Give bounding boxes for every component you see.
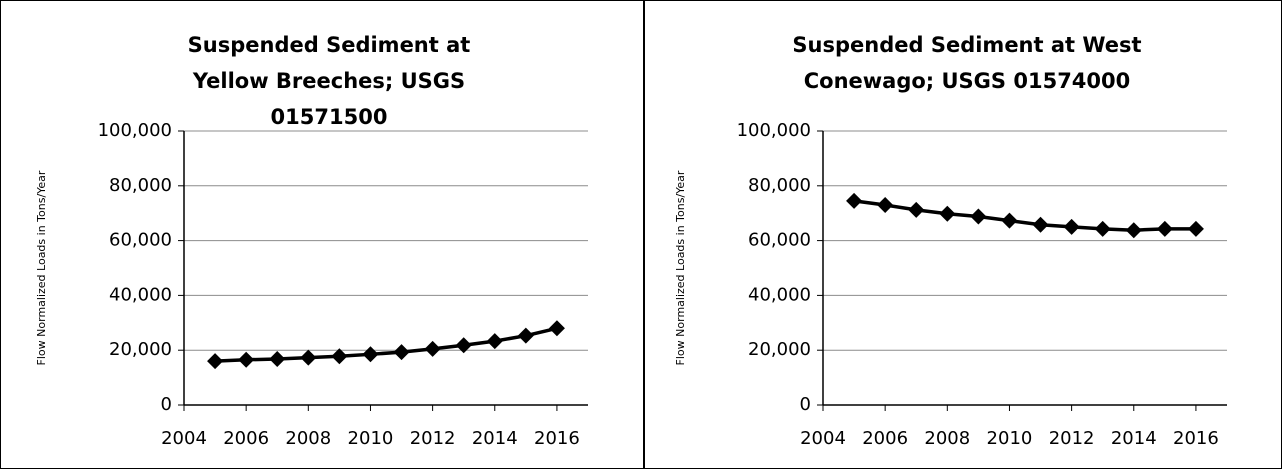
marker: [1001, 212, 1018, 229]
marker: [548, 320, 565, 337]
x-tick-label: 2008: [924, 428, 970, 449]
marker: [517, 327, 534, 344]
x-tick-label: 2012: [1049, 428, 1095, 449]
series-line: [214, 326, 558, 363]
x-tick-label: 2004: [161, 428, 207, 449]
y-tick-label: 0: [161, 394, 172, 415]
x-tick-label: 2010: [348, 428, 394, 449]
marker: [455, 337, 472, 354]
chart-title: Suspended Sediment at Yellow Breeches; U…: [187, 33, 471, 129]
chart: 0 20,000 40,000 60,000 80,000 100,000 2004 2006…: [674, 120, 1227, 449]
marker: [1187, 220, 1204, 237]
x-tick-label: 2010: [987, 428, 1033, 449]
marker: [486, 333, 503, 350]
x-tick-label: 2004: [800, 428, 846, 449]
y-tick-label: 0: [800, 394, 811, 415]
y-tick-label: 60,000: [109, 230, 172, 251]
marker: [300, 349, 317, 366]
marker: [1063, 218, 1080, 235]
marker: [1032, 216, 1049, 233]
chart: 0 20,000 40,000 60,000 80,000 100,000 2004 2006…: [35, 120, 588, 449]
x-tick-label: 2006: [862, 428, 908, 449]
y-tick-label: 40,000: [748, 284, 811, 305]
y-tick-label: 100,000: [737, 120, 811, 141]
x-tick-label: 2014: [1111, 428, 1157, 449]
chart-panel: Suspended Sediment at West Conewago; USG…: [645, 1, 1281, 468]
marker: [970, 208, 987, 225]
marker: [362, 346, 379, 363]
series-line: [853, 199, 1196, 232]
marker: [331, 348, 348, 365]
x-tick-label: 2012: [410, 428, 456, 449]
marker: [877, 196, 894, 213]
marker: [238, 351, 255, 368]
marker: [1125, 222, 1142, 239]
marker: [207, 353, 224, 370]
y-axis-label: Flow Normalized Loads in Tons/Year: [674, 170, 687, 365]
y-tick-label: 80,000: [109, 175, 172, 196]
x-tick-label: 2008: [285, 428, 331, 449]
x-tick-label: 2016: [1173, 428, 1219, 449]
marker: [269, 350, 286, 367]
x-tick-label: 2006: [223, 428, 269, 449]
y-tick-label: 80,000: [748, 175, 811, 196]
y-axis-label: Flow Normalized Loads in Tons/Year: [35, 170, 48, 365]
marker: [1094, 220, 1111, 237]
chart-title: Suspended Sediment at West Conewago; USG…: [792, 33, 1142, 93]
marker: [846, 192, 863, 209]
marker: [424, 340, 441, 357]
marker: [908, 201, 925, 218]
y-tick-label: 20,000: [748, 339, 811, 360]
marker: [1156, 220, 1173, 237]
marker: [939, 205, 956, 222]
x-tick-label: 2014: [472, 428, 518, 449]
chart-panel: Suspended Sediment at Yellow Breeches; U…: [1, 1, 645, 468]
y-tick-label: 40,000: [109, 284, 172, 305]
marker: [393, 344, 410, 361]
y-tick-label: 20,000: [109, 339, 172, 360]
y-tick-label: 60,000: [748, 230, 811, 251]
y-tick-label: 100,000: [98, 120, 172, 141]
x-tick-label: 2016: [534, 428, 580, 449]
